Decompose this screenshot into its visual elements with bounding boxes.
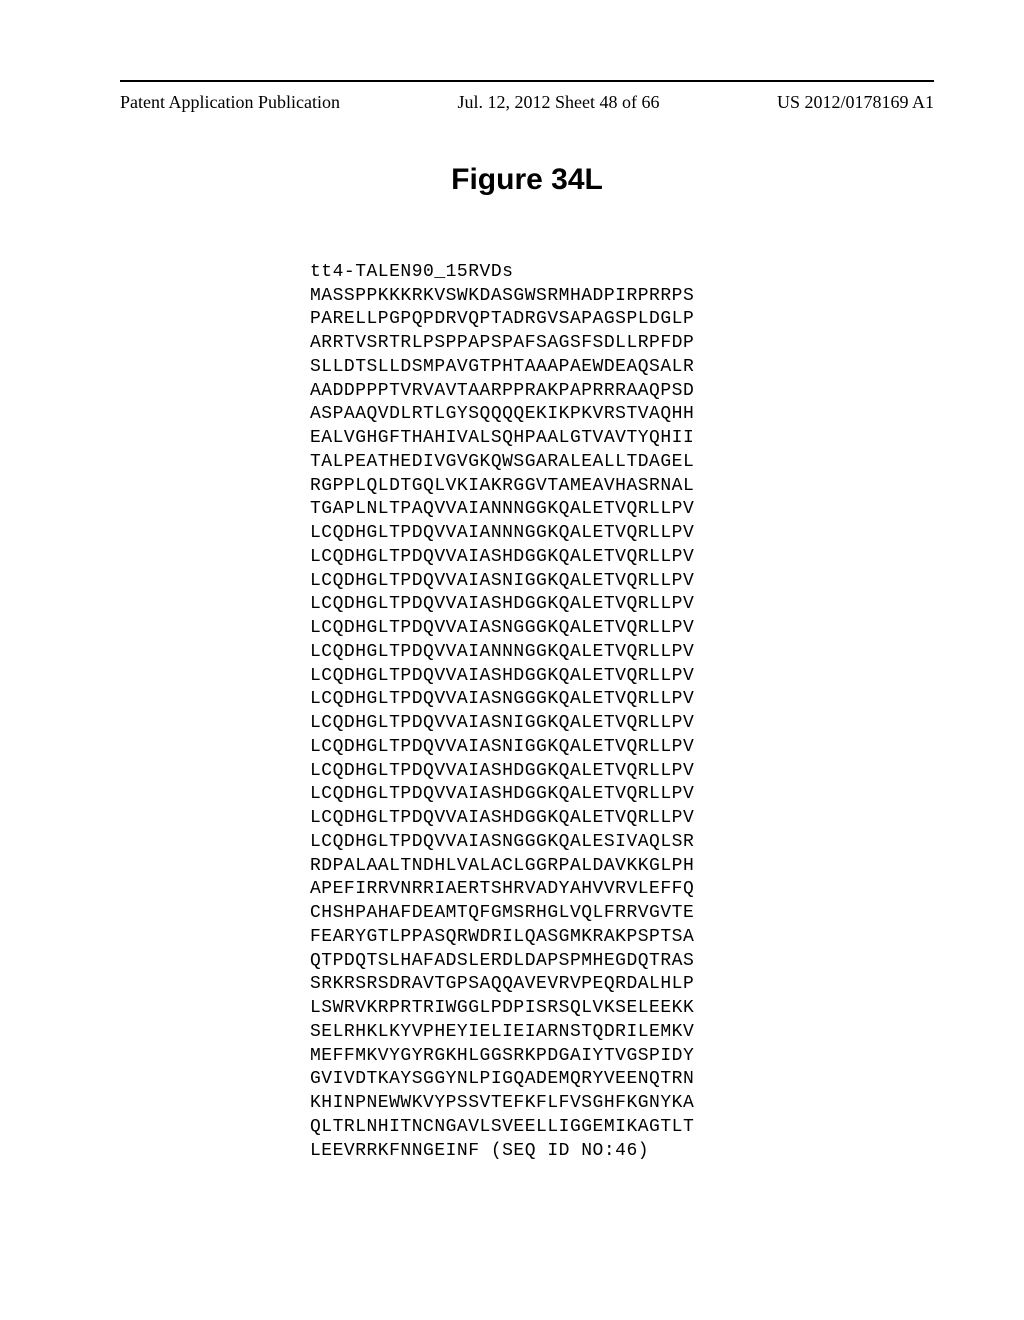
sequence-line: ASPAAQVDLRTLGYSQQQQEKIKPKVRSTVAQHH	[310, 404, 694, 424]
header-row: Patent Application Publication Jul. 12, …	[120, 92, 934, 113]
sequence-line: LCQDHGLTPDQVVAIASHDGGKQALETVQRLLPV	[310, 784, 694, 804]
sequence-line: SELRHKLKYVPHEYIELIEIARNSTQDRILEMKV	[310, 1022, 694, 1042]
patent-page: Patent Application Publication Jul. 12, …	[0, 0, 1024, 1320]
sequence-line: LCQDHGLTPDQVVAIASNGGGKQALESIVAQLSR	[310, 832, 694, 852]
sequence-line: TGAPLNLTPAQVVAIANNNGGKQALETVQRLLPV	[310, 499, 694, 519]
sequence-line: LEEVRRKFNNGEINF (SEQ ID NO:46)	[310, 1141, 649, 1161]
sequence-line: TALPEATHEDIVGVGKQWSGARALEALLTDAGEL	[310, 452, 694, 472]
sequence-line: LCQDHGLTPDQVVAIASHDGGKQALETVQRLLPV	[310, 594, 694, 614]
figure-title: Figure 34L	[120, 163, 934, 197]
sequence-line: RGPPLQLDTGQLVKIAKRGGVTAMEAVHASRNAL	[310, 476, 694, 496]
sequence-line: LCQDHGLTPDQVVAIASHDGGKQALETVQRLLPV	[310, 547, 694, 567]
sequence-line: LCQDHGLTPDQVVAIASNGGGKQALETVQRLLPV	[310, 618, 694, 638]
sequence-line: LCQDHGLTPDQVVAIASNIGGKQALETVQRLLPV	[310, 571, 694, 591]
sequence-line: MASSPPKKKRKVSWKDASGWSRMHADPIRPRRPS	[310, 286, 694, 306]
sequence-line: CHSHPAHAFDEAMTQFGMSRHGLVQLFRRVGVTE	[310, 903, 694, 923]
sequence-line: QLTRLNHITNCNGAVLSVEELLIGGEMIKAGTLT	[310, 1117, 694, 1137]
sequence-line: AADDPPPTVRVAVTAARPPRAKPAPRRRAAQPSD	[310, 381, 694, 401]
sequence-line: GVIVDTKAYSGGYNLPIGQADEMQRYVEENQTRN	[310, 1069, 694, 1089]
sequence-line: APEFIRRVNRRIAERTSHRVADYAHVVRVLEFFQ	[310, 879, 694, 899]
sequence-line: LSWRVKRPRTRIWGGLPDPISRSQLVKSELEEKK	[310, 998, 694, 1018]
sequence-line: LCQDHGLTPDQVVAIANNNGGKQALETVQRLLPV	[310, 523, 694, 543]
sequence-line: SLLDTSLLDSMPAVGTPHTAAAPAEWDEAQSALR	[310, 357, 694, 377]
sequence-line: RDPALAALTNDHLVALACLGGRPALDAVKKGLPH	[310, 856, 694, 876]
sequence-line: LCQDHGLTPDQVVAIASNGGGKQALETVQRLLPV	[310, 689, 694, 709]
header-left: Patent Application Publication	[120, 92, 340, 113]
sequence-label: tt4-TALEN90_15RVDs	[310, 262, 513, 282]
header-right: US 2012/0178169 A1	[777, 92, 934, 113]
header-rule	[120, 80, 934, 82]
header-center: Jul. 12, 2012 Sheet 48 of 66	[457, 92, 659, 113]
sequence-line: MEFFMKVYGYRGKHLGGSRKPDGAIYTVGSPIDY	[310, 1046, 694, 1066]
sequence-line: LCQDHGLTPDQVVAIASHDGGKQALETVQRLLPV	[310, 666, 694, 686]
sequence-line: LCQDHGLTPDQVVAIASNIGGKQALETVQRLLPV	[310, 737, 694, 757]
sequence-line: ARRTVSRTRLPSPPAPSPAFSAGSFSDLLRPFDP	[310, 333, 694, 353]
sequence-line: FEARYGTLPPASQRWDRILQASGMKRAKPSPTSA	[310, 927, 694, 947]
sequence-line: PARELLPGPQPDRVQPTADRGVSAPAGSPLDGLP	[310, 309, 694, 329]
sequence-line: EALVGHGFTHAHIVALSQHPAALGTVAVTYQHII	[310, 428, 694, 448]
sequence-line: QTPDQTSLHAFADSLERDLDAPSPMHEGDQTRAS	[310, 951, 694, 971]
sequence-line: KHINPNEWWKVYPSSVTEFKFLFVSGHFKGNYKA	[310, 1093, 694, 1113]
sequence-line: LCQDHGLTPDQVVAIASHDGGKQALETVQRLLPV	[310, 761, 694, 781]
sequence-line: LCQDHGLTPDQVVAIASNIGGKQALETVQRLLPV	[310, 713, 694, 733]
sequence-line: SRKRSRSDRAVTGPSAQQAVEVRVPEQRDALHLP	[310, 974, 694, 994]
sequence-line: LCQDHGLTPDQVVAIANNNGGKQALETVQRLLPV	[310, 642, 694, 662]
sequence-block: tt4-TALEN90_15RVDs MASSPPKKKRKVSWKDASGWS…	[310, 237, 934, 1187]
sequence-line: LCQDHGLTPDQVVAIASHDGGKQALETVQRLLPV	[310, 808, 694, 828]
